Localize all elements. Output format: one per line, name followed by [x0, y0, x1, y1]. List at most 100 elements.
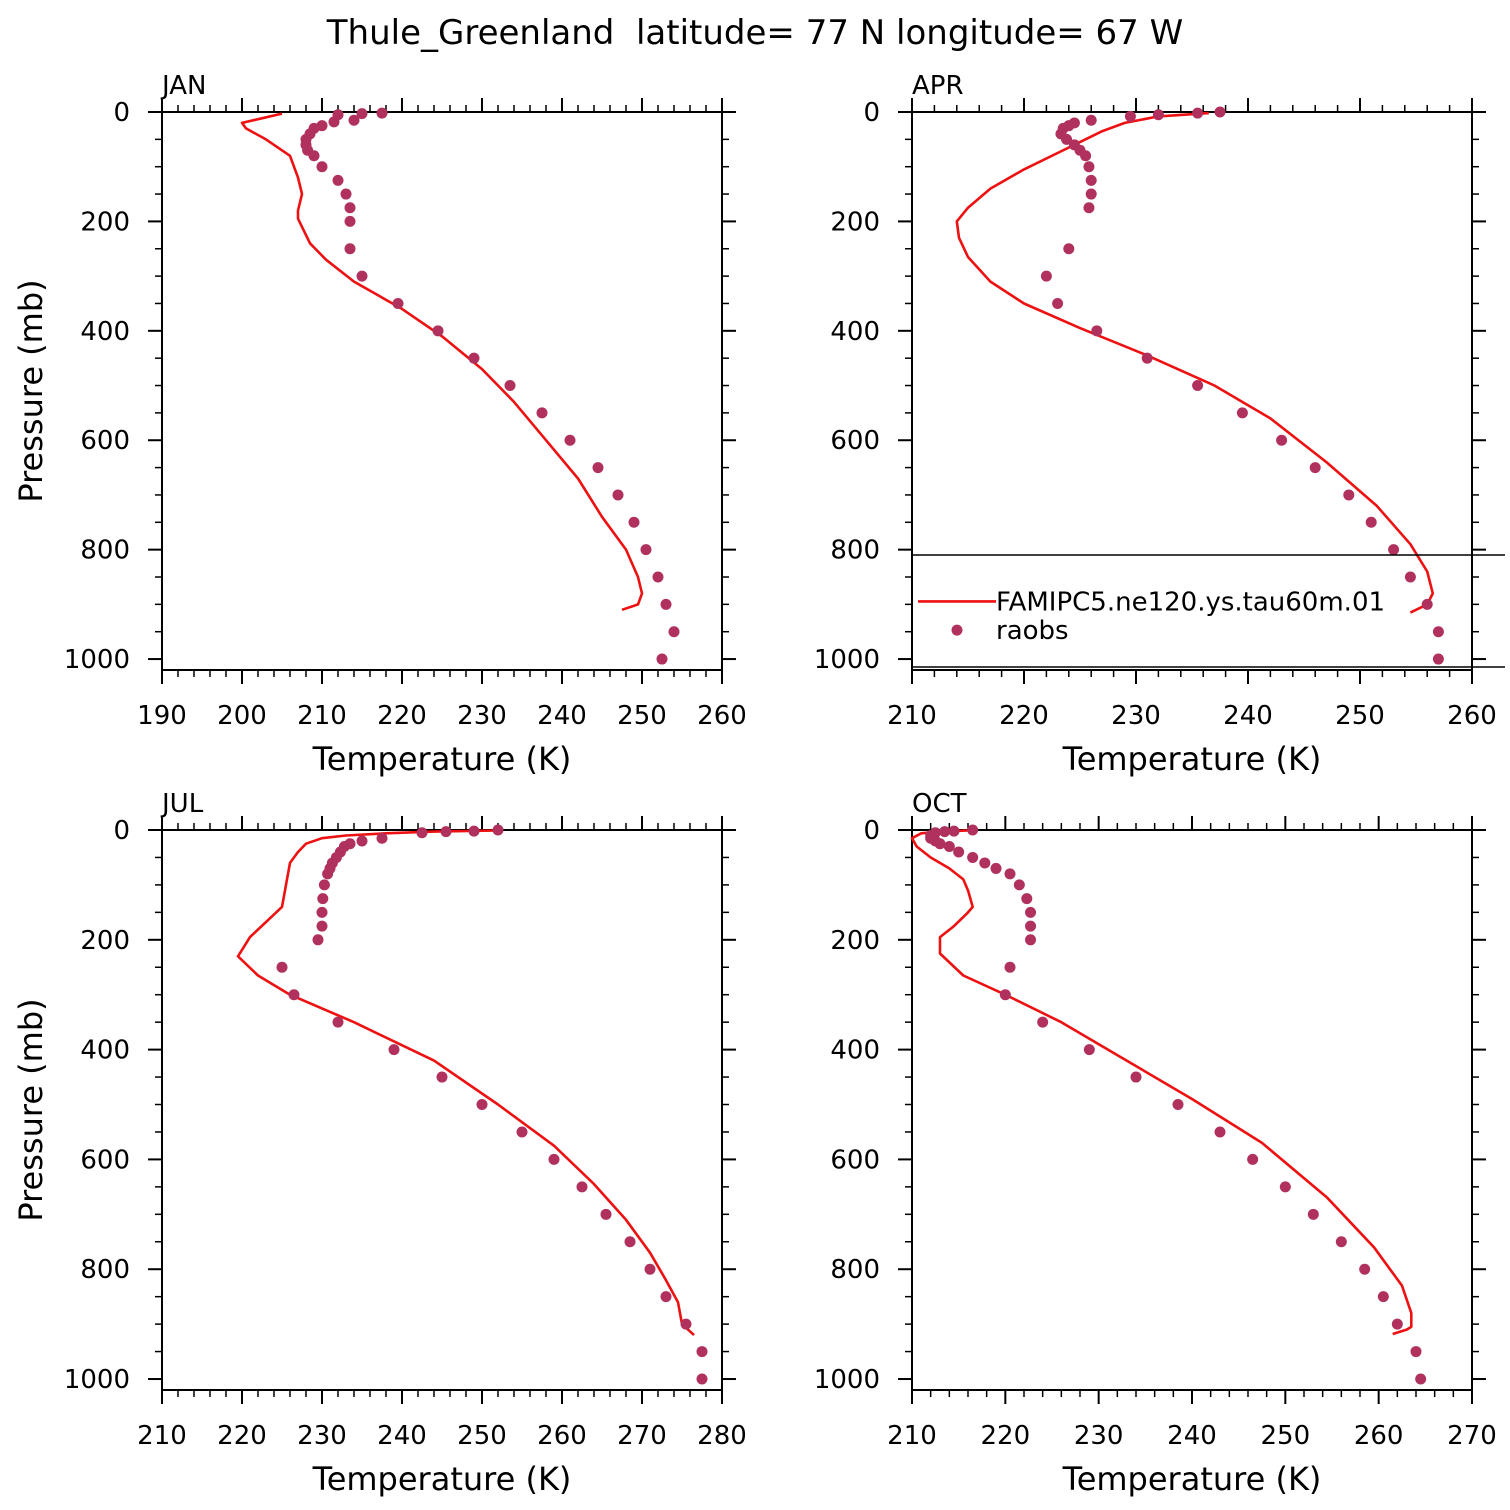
panel-oct: 210 220 230 240 250 260 270 0 200 400 600 800 1000 OC…: [814, 789, 1497, 1498]
x-axis-title: Temperature (K): [312, 1460, 572, 1498]
raobs-point: [468, 825, 480, 837]
raobs-point: [612, 489, 624, 501]
y-tick-label: 400: [80, 1036, 130, 1066]
raobs-point: [276, 961, 288, 973]
x-tick-label: 260: [697, 701, 747, 731]
raobs-point: [344, 215, 356, 227]
x-tick-label: 190: [137, 701, 187, 731]
x-tick-label: 240: [537, 701, 587, 731]
raobs-point: [624, 1236, 636, 1248]
raobs-point: [436, 1071, 448, 1083]
raobs-point: [656, 653, 668, 665]
raobs-point: [660, 1291, 672, 1303]
x-tick-label: 240: [377, 1421, 427, 1451]
raobs-point: [308, 150, 320, 162]
x-tick-label: 260: [1354, 1421, 1404, 1451]
raobs-point: [492, 824, 504, 836]
raobs-point: [432, 325, 444, 337]
raobs-point: [1359, 1263, 1371, 1275]
raobs-point: [1091, 325, 1103, 337]
x-axis-title: Temperature (K): [1062, 1460, 1322, 1498]
raobs-point: [1421, 598, 1433, 610]
x-tick-label: 210: [887, 701, 937, 731]
model-line-jul: [236, 829, 695, 1337]
raobs-point: [1021, 893, 1033, 905]
raobs-point: [990, 862, 1002, 874]
raobs-point: [1410, 1346, 1422, 1358]
raobs-point: [1013, 879, 1025, 891]
raobs-point: [1214, 106, 1226, 118]
raobs-point: [1025, 934, 1037, 946]
legend-line-label: FAMIPC5.ne120.ys.tau60m.01: [996, 587, 1385, 617]
x-tick-label: 210: [297, 701, 347, 731]
legend-dot-swatch: [951, 624, 963, 636]
raobs-point: [628, 516, 640, 528]
raobs-point: [317, 893, 329, 905]
x-tick-label: 280: [697, 1421, 747, 1451]
y-tick-label: 800: [80, 1255, 130, 1285]
y-tick-label: 0: [863, 816, 880, 846]
x-tick-label: 230: [297, 1421, 347, 1451]
raobs-point: [332, 174, 344, 186]
x-tick-label: 220: [217, 1421, 267, 1451]
raobs-point: [1037, 1016, 1049, 1028]
raobs-point: [696, 1346, 708, 1358]
raobs-point: [948, 825, 960, 837]
raobs-point: [1025, 920, 1037, 932]
y-tick-label: 0: [863, 98, 880, 128]
x-tick-label: 220: [999, 701, 1049, 731]
raobs-point: [392, 297, 404, 309]
panel-label: OCT: [912, 789, 967, 819]
panel-apr: 210 220 230 240 250 260 0 200 400 600 800 1000 APR Te…: [814, 71, 1505, 778]
raobs-point: [416, 827, 428, 839]
raobs-point: [592, 462, 604, 474]
raobs-point: [660, 598, 672, 610]
raobs-point: [548, 1153, 560, 1165]
raobs-point: [668, 626, 680, 638]
raobs-point: [1083, 161, 1095, 173]
raobs-point: [1415, 1373, 1427, 1385]
raobs-point: [1404, 571, 1416, 583]
panel-jan: 190 200 210 220 230 240 250 260 0 200 400 600 800 100…: [12, 71, 747, 778]
y-tick-label: 200: [830, 926, 880, 956]
y-tick-label: 0: [113, 98, 130, 128]
y-tick-label: 600: [830, 426, 880, 456]
x-tick-label: 210: [887, 1421, 937, 1451]
raobs-point: [1192, 380, 1204, 392]
x-tick-label: 250: [457, 1421, 507, 1451]
raobs-point: [288, 989, 300, 1001]
raobs-point: [316, 906, 328, 918]
raobs-point: [504, 380, 516, 392]
raobs-point: [600, 1208, 612, 1220]
raobs-point: [1365, 516, 1377, 528]
raobs-point: [376, 832, 388, 844]
raobs-point: [376, 107, 388, 119]
y-tick-label: 600: [830, 1145, 880, 1175]
raobs-point: [1377, 1291, 1389, 1303]
y-tick-label: 200: [830, 207, 880, 237]
raobs-point: [652, 571, 664, 583]
panel-label: APR: [912, 71, 964, 101]
raobs-point: [340, 188, 352, 200]
x-tick-label: 270: [1447, 1421, 1497, 1451]
raobs-point: [536, 407, 548, 419]
y-tick-label: 200: [80, 207, 130, 237]
x-tick-label: 210: [137, 1421, 187, 1451]
raobs-point: [1309, 462, 1321, 474]
raobs-point: [1343, 489, 1355, 501]
raobs-point: [1307, 1208, 1319, 1220]
raobs-point: [312, 934, 324, 946]
raobs-point: [1276, 434, 1288, 446]
x-axis-title: Temperature (K): [1062, 740, 1322, 778]
raobs-point: [318, 879, 330, 891]
raobs-point: [476, 1099, 488, 1111]
x-tick-label: 250: [617, 701, 667, 731]
y-tick-label: 800: [830, 1255, 880, 1285]
x-tick-label: 250: [1261, 1421, 1311, 1451]
raobs-point: [1052, 297, 1064, 309]
y-axis-title: Pressure (mb): [12, 998, 50, 1221]
raobs-point: [1085, 188, 1097, 200]
raobs-point: [1080, 150, 1092, 162]
x-axis-title: Temperature (K): [312, 740, 572, 778]
